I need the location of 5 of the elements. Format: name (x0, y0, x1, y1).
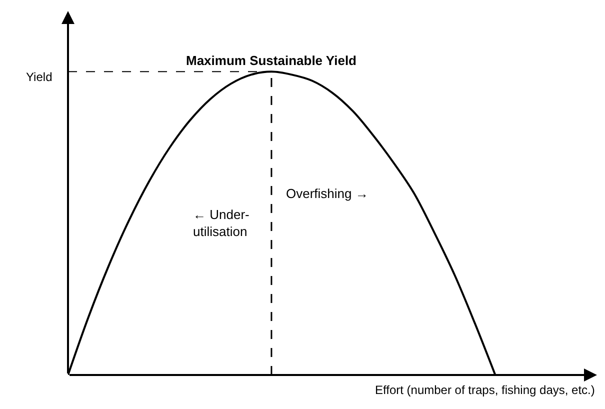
text: Maximum Sustainable Yield (186, 53, 357, 68)
x-axis-title: Effort (number of traps, fishing days, etc.) (375, 383, 595, 397)
y-axis-title: Yield (26, 70, 52, 84)
annotation: ← Under- utilisation (193, 207, 250, 239)
annotation: Overfishing → (286, 186, 368, 201)
